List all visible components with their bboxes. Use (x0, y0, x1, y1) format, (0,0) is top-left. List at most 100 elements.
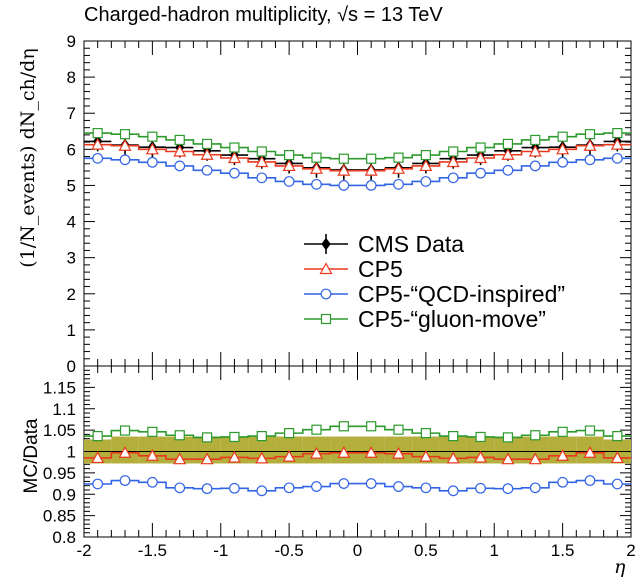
legend-label: CP5-“QCD-inspired” (358, 281, 565, 307)
data-point-square (393, 424, 404, 435)
data-point-circle (146, 476, 158, 488)
data-point-square (119, 129, 131, 140)
data-point-square (92, 431, 103, 442)
data-point-square (256, 431, 267, 442)
data-point-square (530, 430, 541, 441)
data-point-square (557, 131, 568, 142)
legend-label: CP5-“gluon-move” (358, 306, 546, 332)
data-point-triangle (474, 450, 488, 463)
ratio-series-cp5-gluon-move (84, 421, 631, 443)
data-point-square (201, 432, 213, 443)
legend: CMS DataCP5CP5-“QCD-inspired”CP5-“gluon-… (304, 231, 565, 332)
data-point-square (612, 431, 623, 442)
data-point-circle (338, 180, 350, 191)
x-tick-label: -1.5 (138, 541, 167, 560)
data-point-triangle (309, 446, 323, 459)
data-point-circle (447, 172, 459, 184)
x-tick-label: -2 (76, 541, 91, 560)
data-point-square (366, 153, 377, 164)
data-point-triangle (309, 162, 323, 174)
data-point-triangle (227, 450, 241, 463)
ratio-y-tick-label: 1 (67, 443, 76, 462)
data-point-triangle (392, 162, 406, 174)
data-point-circle (557, 476, 569, 488)
data-point-triangle (501, 148, 515, 160)
data-point-triangle (528, 452, 542, 465)
x-tick-label: 0 (353, 541, 362, 560)
x-tick-label: -0.5 (274, 541, 303, 560)
data-point-triangle (556, 142, 570, 155)
data-point-triangle (528, 144, 542, 157)
series-step-line (84, 132, 631, 160)
data-point-triangle (501, 452, 515, 465)
main-series-cp5 (84, 137, 631, 176)
data-point-circle (475, 482, 486, 494)
data-point-square (420, 150, 431, 161)
data-point-circle (365, 180, 377, 191)
data-point-square (311, 152, 322, 163)
data-point-square (338, 421, 349, 432)
data-point-triangle (173, 452, 187, 465)
data-point-circle (502, 483, 514, 495)
data-point-circle (365, 478, 377, 489)
data-point-circle (529, 482, 541, 494)
data-point-square (174, 430, 185, 441)
data-point-triangle (145, 449, 159, 461)
data-point-square (119, 425, 131, 436)
data-point-triangle (583, 138, 597, 151)
data-point-square (92, 127, 103, 139)
data-point-triangle (583, 446, 597, 458)
y-tick-label: 7 (67, 104, 76, 123)
y-tick-label: 6 (67, 140, 76, 159)
data-point-square (174, 134, 185, 146)
data-point-triangle (392, 446, 406, 459)
data-point-circle (229, 167, 240, 179)
chart-title: Charged-hadron multiplicity, √s = 13 TeV (84, 4, 443, 26)
legend-label: CMS Data (358, 231, 464, 257)
data-point-circle (393, 481, 404, 492)
data-point-square (311, 424, 322, 435)
data-point-square (420, 428, 431, 439)
data-point-triangle (91, 451, 105, 464)
data-point-circle (146, 156, 158, 168)
data-point-triangle (282, 159, 296, 172)
data-point-square (557, 426, 568, 437)
data-point-circle (174, 482, 186, 494)
data-point-triangle (118, 446, 132, 458)
data-point-triangle (556, 449, 570, 461)
ratio-y-tick-label: 0.95 (43, 464, 76, 483)
data-point-circle (584, 475, 596, 486)
y-tick-label: 8 (67, 68, 76, 87)
x-tick-label: -1 (213, 541, 228, 560)
data-point-circle (92, 478, 104, 490)
data-point-square (229, 431, 240, 443)
y-tick-label: 1 (67, 321, 76, 340)
data-point-triangle (364, 163, 378, 176)
ratio-series-cp5 (84, 446, 631, 465)
data-point-triangle (118, 138, 132, 151)
data-point-square (584, 129, 596, 140)
ratio-y-tick-label: 1.05 (43, 421, 76, 440)
data-point-circle (119, 154, 131, 166)
data-point-triangle (91, 137, 105, 150)
ratio-y-tick-label: 1.1 (52, 400, 76, 419)
data-point-square (475, 431, 486, 443)
data-point-square (612, 127, 623, 139)
data-point-triangle (145, 142, 159, 155)
ratio-series-cp5-qcd-inspired (84, 475, 631, 497)
data-point-triangle (610, 137, 624, 150)
data-point-square (584, 425, 596, 436)
data-point-circle (420, 482, 432, 494)
data-point-triangle (446, 155, 460, 168)
data-point-square (147, 131, 158, 142)
data-point-circle (611, 478, 623, 490)
data-point-square (229, 142, 240, 153)
data-point-circle (311, 178, 322, 190)
y-tick-label: 2 (67, 285, 76, 304)
ratio-y-tick-label: 0.85 (43, 507, 76, 526)
data-point-square (284, 150, 295, 161)
data-point-circle (529, 160, 541, 172)
data-point-triangle (337, 163, 351, 176)
data-point-triangle (337, 446, 351, 458)
